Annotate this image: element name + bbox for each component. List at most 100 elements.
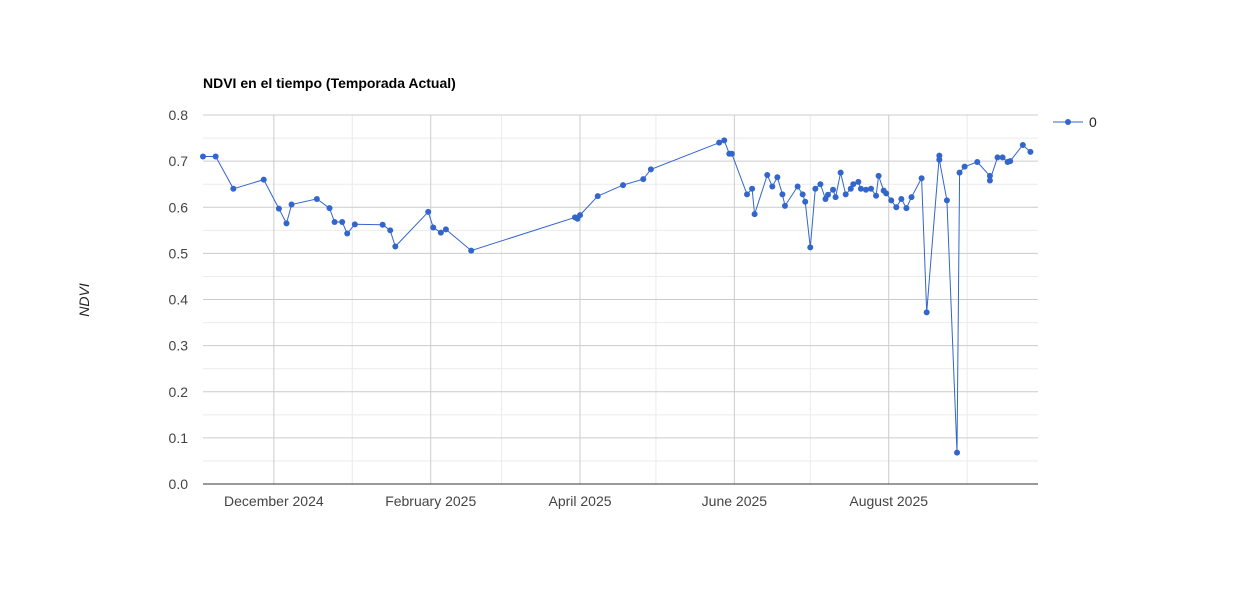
- data-point: [794, 183, 801, 190]
- data-point: [857, 185, 864, 192]
- data-point: [260, 176, 267, 183]
- data-point: [847, 185, 854, 192]
- data-point: [647, 166, 654, 173]
- data-point: [837, 169, 844, 176]
- legend: 0: [1053, 114, 1097, 130]
- y-tick-label: 0.5: [169, 245, 189, 261]
- data-point: [986, 177, 993, 184]
- data-point: [994, 154, 1001, 161]
- data-point: [442, 226, 449, 233]
- data-point: [779, 191, 786, 198]
- data-point: [923, 309, 930, 316]
- y-tick-label: 0.6: [169, 199, 189, 215]
- data-point: [288, 201, 295, 208]
- data-point: [339, 219, 346, 226]
- series-line: [203, 139, 1031, 453]
- data-point: [799, 191, 806, 198]
- data-point: [379, 221, 386, 228]
- data-point: [313, 195, 320, 202]
- data-point: [883, 190, 890, 197]
- data-point: [468, 247, 475, 254]
- y-tick-label: 0.2: [169, 384, 189, 400]
- data-point: [898, 195, 905, 202]
- data-point: [764, 171, 771, 178]
- x-axis-ticks: December 2024 February 2025 April 2025 June…: [224, 493, 928, 509]
- data-point: [830, 186, 837, 193]
- x-tick-label: December 2024: [224, 493, 324, 509]
- data-point: [908, 194, 915, 201]
- data-point: [888, 197, 895, 204]
- data-point: [1027, 148, 1034, 155]
- data-point: [974, 159, 981, 166]
- data-point: [954, 449, 961, 456]
- data-point: [956, 169, 963, 176]
- data-point: [850, 181, 857, 188]
- data-point: [936, 156, 943, 163]
- data-point: [751, 211, 758, 218]
- data-point: [936, 152, 943, 159]
- data-point: [824, 191, 831, 198]
- data-point: [716, 139, 723, 146]
- data-point: [425, 208, 432, 215]
- data-point: [387, 227, 394, 234]
- data-point: [331, 219, 338, 226]
- data-point: [961, 163, 968, 170]
- x-tick-label: April 2025: [548, 493, 611, 509]
- series-layer: [200, 137, 1034, 456]
- data-point: [749, 185, 756, 192]
- y-tick-label: 0.7: [169, 153, 189, 169]
- y-tick-label: 0.1: [169, 430, 189, 446]
- data-point: [230, 185, 237, 192]
- legend-marker: [1065, 119, 1071, 125]
- data-point: [868, 185, 874, 192]
- chart-title: NDVI en el tiempo (Temporada Actual): [203, 75, 456, 91]
- data-point: [351, 221, 358, 228]
- data-point: [212, 153, 219, 160]
- data-point: [721, 137, 728, 144]
- y-tick-label: 0.4: [169, 292, 189, 308]
- data-point: [943, 197, 950, 204]
- data-point: [781, 202, 788, 209]
- data-point: [620, 182, 627, 189]
- data-point: [1007, 158, 1014, 165]
- data-point: [283, 220, 290, 227]
- data-point: [875, 172, 882, 179]
- data-point: [200, 153, 206, 160]
- data-point: [344, 230, 351, 237]
- y-tick-label: 0.3: [169, 338, 189, 354]
- legend-label: 0: [1089, 114, 1097, 130]
- data-point: [430, 224, 437, 231]
- data-point: [893, 204, 900, 211]
- data-point: [855, 178, 862, 185]
- data-point: [774, 174, 781, 181]
- data-point: [862, 186, 869, 193]
- data-point: [903, 205, 910, 212]
- x-tick-label: June 2025: [702, 493, 768, 509]
- data-point: [1019, 141, 1026, 148]
- data-point: [326, 205, 333, 212]
- y-tick-label: 0.8: [169, 107, 189, 123]
- major-gridlines: [203, 114, 1038, 484]
- data-point: [744, 191, 751, 198]
- data-point: [817, 181, 824, 188]
- data-point: [728, 150, 735, 157]
- data-point: [802, 198, 809, 205]
- data-point: [832, 194, 839, 201]
- data-point: [842, 191, 849, 198]
- data-point: [437, 229, 444, 236]
- data-point: [918, 175, 925, 182]
- x-tick-label: August 2025: [849, 493, 928, 509]
- data-point: [769, 183, 776, 190]
- data-point: [999, 154, 1006, 161]
- data-point: [392, 243, 399, 250]
- y-axis-ticks: 0.0 0.1 0.2 0.3 0.4 0.5 0.6 0.7 0.8: [169, 107, 189, 492]
- data-point: [275, 205, 282, 212]
- data-point: [986, 172, 993, 179]
- data-point: [873, 192, 880, 199]
- data-point: [577, 212, 584, 219]
- x-tick-label: February 2025: [385, 493, 476, 509]
- data-point: [812, 185, 819, 192]
- data-point: [807, 244, 814, 251]
